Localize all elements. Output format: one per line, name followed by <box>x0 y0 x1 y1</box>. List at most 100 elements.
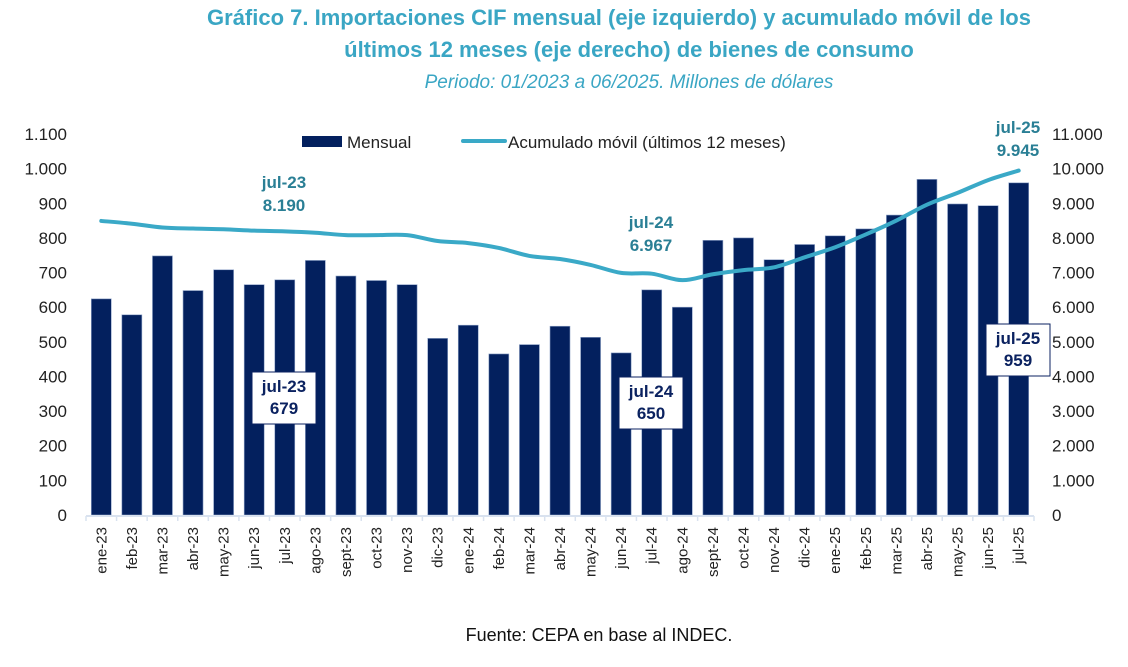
annotation-bar-label: jul-25 <box>995 329 1040 348</box>
x-tick-label: feb-25 <box>858 527 875 570</box>
bar-dic-23 <box>427 338 448 516</box>
y-tick-label-left: 100 <box>39 471 67 490</box>
y-tick-label-right: 7.000 <box>1052 264 1095 283</box>
bar-sept-23 <box>335 275 357 516</box>
bar-feb-25 <box>855 228 877 516</box>
annotation-bar-value: 650 <box>637 404 665 423</box>
bar-nov-23 <box>396 284 418 516</box>
y-tick-label-right: 6.000 <box>1052 298 1095 317</box>
y-tick-label-right: 9.000 <box>1052 194 1095 213</box>
y-tick-label-left: 800 <box>39 229 67 248</box>
y-tick-label-right: 4.000 <box>1052 367 1095 386</box>
y-tick-label-left: 200 <box>39 437 67 456</box>
bar-feb-23 <box>121 314 143 516</box>
y-tick-label-right: 1.000 <box>1052 471 1095 490</box>
bar-may-23 <box>213 269 234 516</box>
y-tick-label-left: 500 <box>39 333 67 352</box>
legend-label-mensual: Mensual <box>347 133 411 152</box>
chart-title-line2: últimos 12 meses (eje derecho) de bienes… <box>344 37 914 62</box>
x-tick-label: may-25 <box>950 527 967 577</box>
x-tick-label: dic-23 <box>430 527 447 568</box>
chart-subtitle: Periodo: 01/2023 a 06/2025. Millones de … <box>424 72 834 93</box>
annotation-line-label: jul-23 <box>261 173 306 192</box>
annotation-line-value: 6.967 <box>630 236 673 255</box>
x-tick-label: ene-25 <box>827 527 844 574</box>
x-tick-label: ago-24 <box>674 527 691 574</box>
annotation-bar-box <box>251 371 317 425</box>
y-tick-label-right: 3.000 <box>1052 402 1095 421</box>
x-tick-label: abr-24 <box>552 527 569 570</box>
legend-swatch-mensual <box>302 136 342 147</box>
bar-ene-23 <box>90 298 112 516</box>
x-tick-label: nov-24 <box>766 527 783 573</box>
y-tick-label-right: 0 <box>1052 506 1061 525</box>
y-tick-label-left: 400 <box>39 367 67 386</box>
x-tick-label: jun-24 <box>613 527 630 570</box>
annotation-line-label: jul-25 <box>995 118 1040 137</box>
bar-dic-24 <box>794 244 815 516</box>
bar-oct-23 <box>366 280 387 516</box>
x-tick-label: ene-23 <box>93 527 110 574</box>
x-tick-label: nov-23 <box>399 527 416 573</box>
annotation-line-label: jul-24 <box>628 213 674 232</box>
annotations: jul-23 8.190 jul-24 6.967 jul-25 9.945 jul-23 6… <box>251 118 1051 430</box>
x-tick-label: oct-23 <box>369 527 386 569</box>
bar-may-24 <box>580 337 601 516</box>
legend: Mensual Acumulado móvil (últimos 12 meses… <box>302 133 786 152</box>
x-tick-label: jul-25 <box>1011 527 1028 565</box>
y-tick-label-left: 1.100 <box>24 125 67 144</box>
x-tick-label: may-23 <box>216 527 233 577</box>
y-tick-label-right: 10.000 <box>1052 160 1104 179</box>
annotation-line-value: 9.945 <box>997 141 1040 160</box>
x-tick-label: sept-24 <box>705 527 722 577</box>
x-tick-label: oct-24 <box>735 527 752 569</box>
source-note: Fuente: CEPA en base al INDEC. <box>465 625 733 645</box>
y-tick-label-right: 11.000 <box>1052 125 1103 144</box>
bar-ene-25 <box>824 235 846 516</box>
bar-nov-24 <box>763 259 785 516</box>
annotation-line-value: 8.190 <box>263 196 306 215</box>
annotation-bar-value: 679 <box>270 399 298 418</box>
y-tick-label-left: 0 <box>58 506 67 525</box>
x-tick-label: mar-25 <box>888 527 905 575</box>
y-tick-label-right: 2.000 <box>1052 437 1095 456</box>
y-tick-label-left: 300 <box>39 402 67 421</box>
x-tick-label: mar-24 <box>521 527 538 575</box>
annotation-bar-box <box>985 323 1051 377</box>
bar-may-25 <box>947 203 968 516</box>
x-tick-label: dic-24 <box>797 527 814 568</box>
chart-title-line1: Gráfico 7. Importaciones CIF mensual (ej… <box>207 5 1031 30</box>
y-axis-right: 0 1.000 2.000 3.000 4.000 5.000 6.000 7.000 8.00… <box>1052 125 1104 525</box>
x-tick-label: jun-25 <box>980 527 997 570</box>
x-tick-label: feb-24 <box>491 527 508 570</box>
x-tick-label: jul-24 <box>644 527 661 565</box>
x-tick-label: may-24 <box>583 527 600 577</box>
y-tick-label-left: 1.000 <box>24 160 67 179</box>
bar-mar-24 <box>519 344 540 516</box>
annotation-bar-label: jul-23 <box>261 377 306 396</box>
y-axis-left: 0 100 200 300 400 500 600 700 800 900 1.000 1.100 <box>24 125 67 525</box>
x-tick-label: ene-24 <box>460 527 477 574</box>
bar-sept-24 <box>702 240 724 516</box>
bar-ene-24 <box>457 324 479 516</box>
bar-mar-25 <box>886 214 907 516</box>
y-tick-label-right: 8.000 <box>1052 229 1095 248</box>
x-tick-label: feb-23 <box>124 527 141 570</box>
y-tick-label-left: 600 <box>39 298 67 317</box>
bar-abr-24 <box>549 325 571 516</box>
x-tick-label: jun-23 <box>246 527 263 570</box>
chart-title: Gráfico 7. Importaciones CIF mensual (ej… <box>0 2 1128 66</box>
annotation-bar-value: 959 <box>1004 351 1032 370</box>
legend-label-acumulado: Acumulado móvil (últimos 12 meses) <box>508 133 786 152</box>
x-axis: ene-23 feb-23 mar-23 abr-23 may-23 jun-23 jul-… <box>85 516 1035 577</box>
line-series-acumulado <box>99 168 1021 283</box>
y-tick-label-left: 700 <box>39 264 67 283</box>
annotation-bar-label: jul-24 <box>628 382 674 401</box>
x-tick-label: abr-25 <box>919 527 936 570</box>
x-tick-label: abr-23 <box>185 527 202 570</box>
x-tick-label: jul-23 <box>277 527 294 565</box>
y-tick-label-left: 900 <box>39 194 67 213</box>
bar-mar-23 <box>152 255 173 516</box>
annotation-bar-box <box>618 376 684 430</box>
